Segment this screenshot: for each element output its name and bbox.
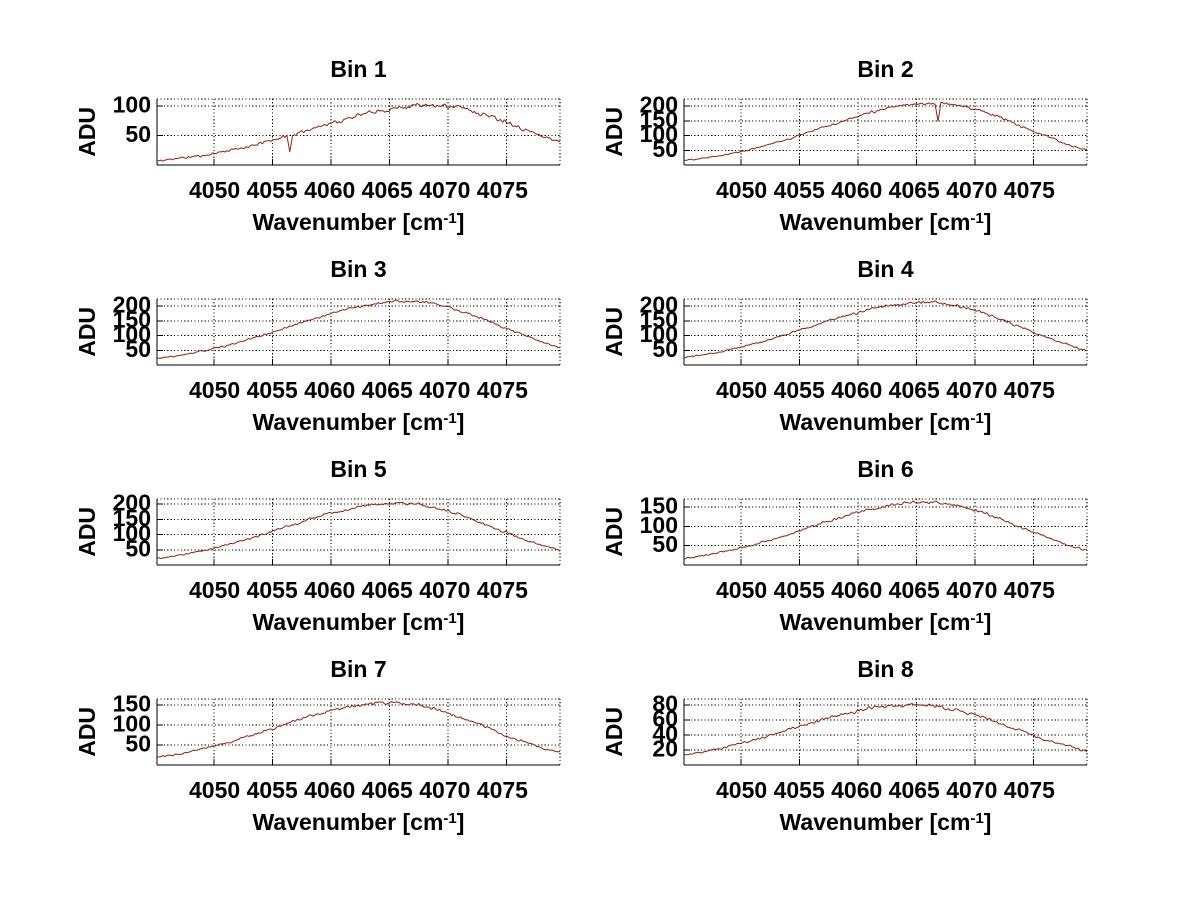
svg-text:ADU: ADU: [601, 707, 627, 757]
svg-text:Bin 8: Bin 8: [857, 656, 913, 682]
svg-text:4050 4055 4060 4065 4070 4075: 4050 4055 4060 4065 4070 4075: [716, 777, 1055, 803]
svg-text:Wavenumber [cm-1]: Wavenumber [cm-1]: [780, 809, 992, 835]
svg-text:80: 80: [652, 690, 678, 716]
